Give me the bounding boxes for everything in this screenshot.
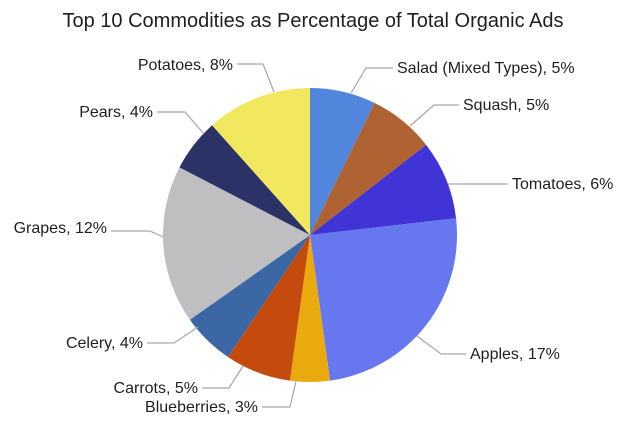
leader-line-squash [409,104,459,127]
pie-slice-carrots [227,235,310,381]
leader-line-potatoes [237,63,275,93]
leader-line-blueberries [262,380,297,408]
slice-callout-apples: Apples, 17% [470,346,560,363]
pie-slice-grapes [163,167,310,320]
pie-slice-tomatoes [310,144,457,235]
leader-line-pears [157,111,205,135]
pie-slice-apples [310,218,458,381]
slice-callout-tomatoes: Tomatoes, 6% [512,176,613,193]
leader-line-grapes [111,230,164,238]
slice-callout-blueberries: Blueberries, 3% [145,399,258,416]
slice-callout-squash: Squash, 5% [463,97,549,114]
pie-slice-pears [179,125,310,235]
pie-slices-group [163,88,458,382]
slice-callout-potatoes: Potatoes, 8% [138,57,233,74]
slice-callouts-group: Salad (Mixed Types), 5% Squash, 5% Tomatoe… [14,57,614,416]
pie-slice-celery [189,235,310,357]
leader-line-celery [147,326,199,344]
leader-line-apples [416,335,466,355]
pie-slice-blueberries [289,235,331,382]
slice-callout-grapes: Grapes, 12% [14,220,107,237]
slice-callout-pears: Pears, 4% [79,104,153,121]
chart-title: Top 10 Commodities as Percentage of Tota… [62,10,563,32]
slice-callout-carrots: Carrots, 5% [114,380,198,397]
pie-slice-squash [310,102,427,235]
slice-callout-salad-mixed-types: Salad (Mixed Types), 5% [397,60,575,77]
leader-line-carrots [202,365,244,389]
leader-lines-group [111,63,508,408]
slice-callout-celery: Celery, 4% [66,335,143,352]
pie-slice-potatoes [212,88,310,235]
pie-slice-salad-mixed-types [310,88,375,235]
leader-line-salad-mixed-types [350,67,393,94]
